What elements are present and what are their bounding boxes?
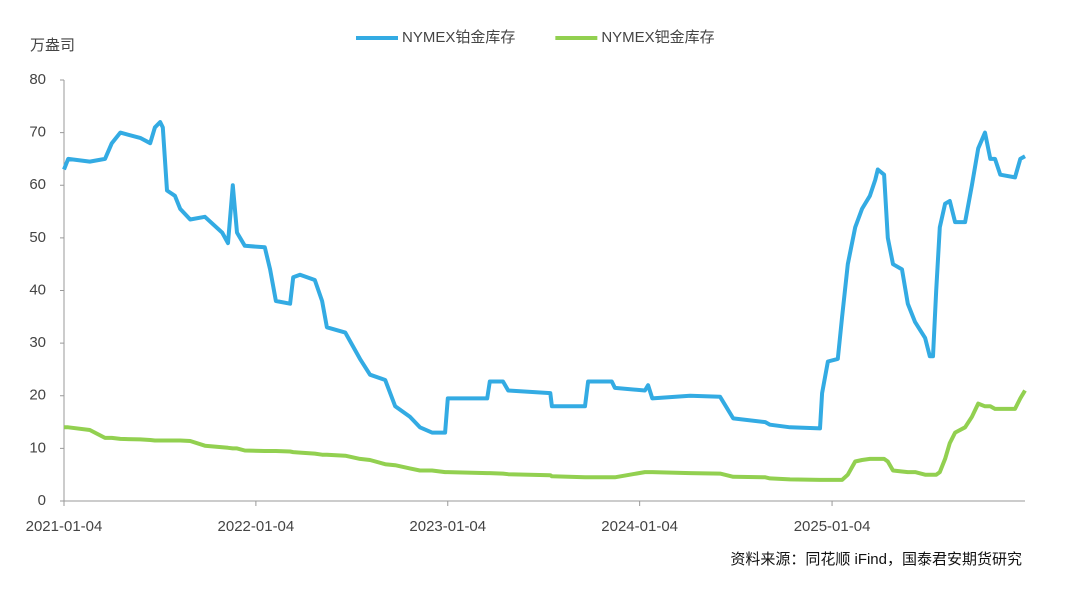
series-line (64, 389, 1027, 482)
legend-label: NYMEX钯金库存 (601, 29, 714, 46)
y-tick-label: 70 (29, 124, 46, 141)
x-tick-label: 2025-01-04 (794, 518, 871, 535)
x-tick-label: 2023-01-04 (409, 518, 486, 535)
legend-label: NYMEX铂金库存 (402, 29, 515, 46)
y-tick-label: 40 (29, 281, 46, 298)
y-tick-label: 80 (29, 71, 46, 88)
y-tick-label: 60 (29, 176, 46, 193)
y-tick-label: 10 (29, 439, 46, 456)
x-tick-label: 2024-01-04 (601, 518, 678, 535)
y-tick-label: 30 (29, 334, 46, 351)
source-note: 资料来源：同花顺 iFind，国泰君安期货研究 (730, 551, 1022, 568)
y-tick-label: 0 (38, 492, 46, 509)
x-tick-label: 2021-01-04 (26, 518, 103, 535)
series-line (62, 120, 1026, 435)
y-tick-label: 50 (29, 229, 46, 246)
x-tick-label: 2022-01-04 (218, 518, 295, 535)
y-axis-label: 万盎司 (30, 37, 75, 54)
y-tick-label: 20 (29, 387, 46, 404)
